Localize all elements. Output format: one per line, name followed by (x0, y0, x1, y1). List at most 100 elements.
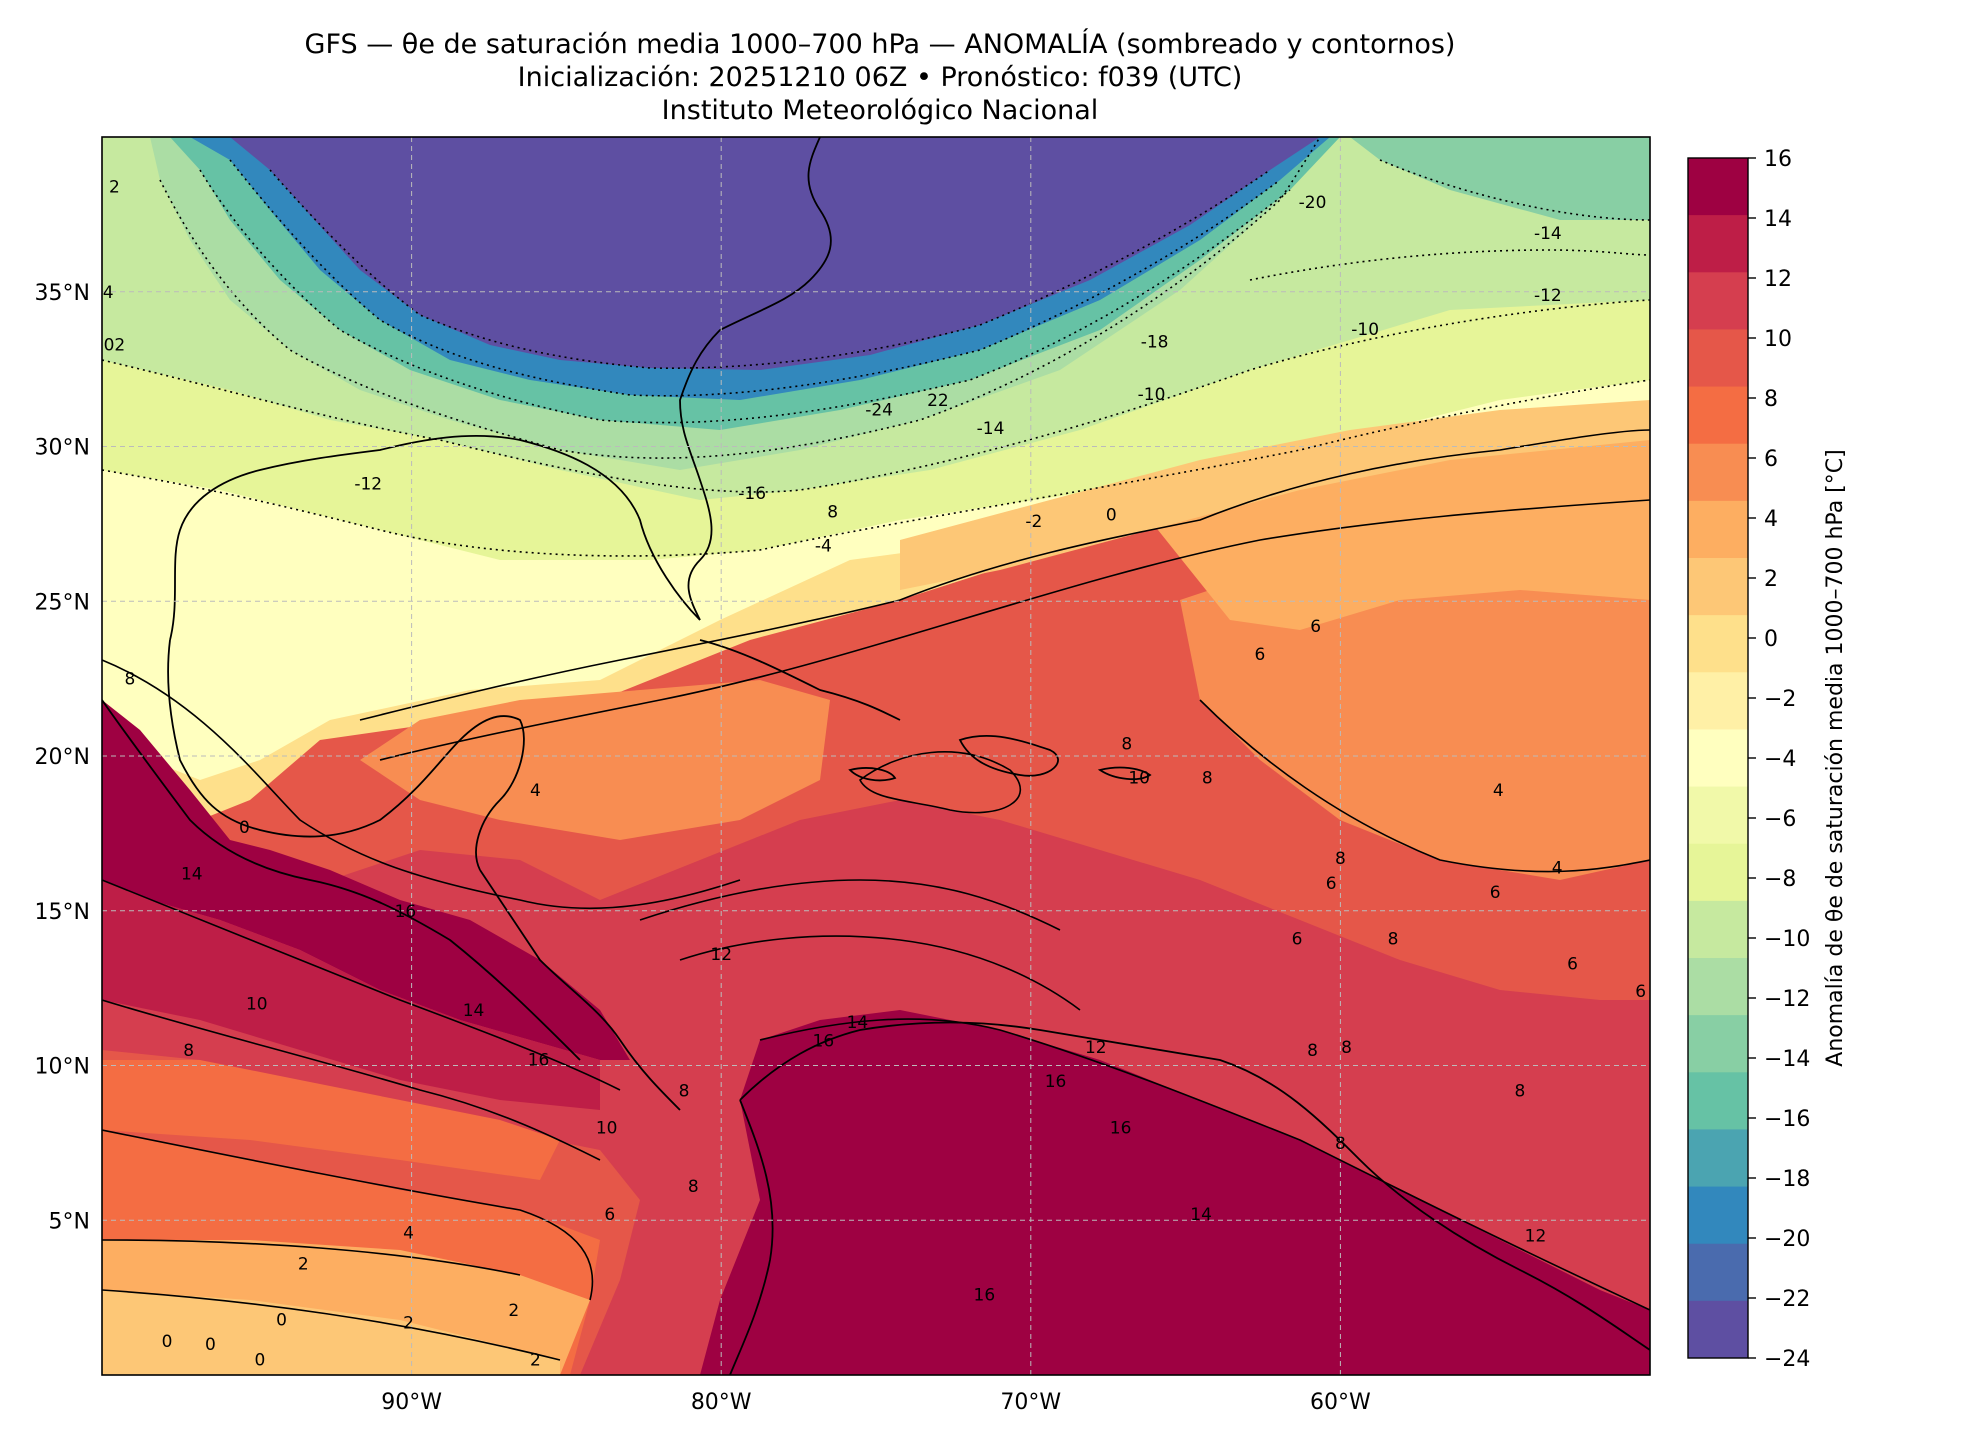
colorbar-tick-label: 6 (1764, 447, 1778, 472)
contour-label: -10 (1138, 385, 1166, 405)
contour-label: 4 (1552, 858, 1563, 878)
coastlines (102, 137, 1650, 1375)
contour-label: -20 (1299, 193, 1327, 213)
lon-tick-label: 60°W (1310, 1390, 1371, 1415)
contour-label: 10 (596, 1118, 618, 1138)
puerto-rico-coast (1097, 766, 1152, 781)
map-frame (101, 136, 1651, 1376)
contour-label: 12 (1525, 1227, 1547, 1247)
anomaly-band-16-southamerica (700, 1010, 1650, 1375)
map-title: GFS — θe de saturación media 1000–700 hP… (304, 29, 1456, 60)
us-east-coast (679, 137, 832, 621)
lat-tick-label: 30°N (35, 436, 90, 461)
colorbar-tick-label: −10 (1764, 927, 1810, 952)
lat-tick-label: 25°N (35, 590, 90, 615)
contour-label: 8 (1307, 1041, 1318, 1061)
contour-label: 6 (1635, 982, 1646, 1002)
contour-label: 0 (162, 1332, 173, 1352)
anomaly-band-2-atlantic (1150, 420, 1650, 630)
colorbar-segment (1688, 958, 1748, 1016)
contour-label: 4 (530, 781, 541, 801)
colorbar-segment (1688, 158, 1748, 216)
contour-label: 6 (1310, 617, 1321, 637)
lat-tick-label: 5°N (49, 1209, 90, 1234)
positive-contours (102, 429, 1650, 1361)
colorbar-segment (1688, 443, 1748, 502)
contour-labels: -20-14-12-10-18-10-24 22-14-12 -168-4-2 066… (103, 178, 1646, 1371)
lat-tick-label: 20°N (35, 745, 90, 770)
colorbar-segment (1688, 1243, 1748, 1302)
map-subtitle-agency: Instituto Meteorológico Nacional (661, 95, 1099, 126)
hispaniola-coast (958, 734, 1059, 777)
contour-label: 0 (1106, 506, 1117, 526)
contour-label: 16 (395, 902, 417, 922)
contour-label: 16 (813, 1032, 835, 1052)
colorbar-segment (1688, 1072, 1748, 1130)
colorbar-tick-label: −24 (1764, 1347, 1810, 1372)
contour-label: 8 (124, 670, 135, 690)
contour-label: -16 (738, 484, 766, 504)
contour-label: 8 (1202, 769, 1213, 789)
colorbar-tick-label: −6 (1764, 807, 1796, 832)
colorbar-tick-label: −20 (1764, 1227, 1810, 1252)
cuba-coast (699, 639, 901, 721)
lon-tick-label: 70°W (1000, 1390, 1061, 1415)
anomaly-band-minus12 (102, 137, 1650, 220)
contour-label: -12 (354, 475, 382, 495)
colorbar-segment (1688, 500, 1748, 559)
colorbar-tick-label: 2 (1764, 567, 1778, 592)
colorbar-segment (1688, 1186, 1748, 1245)
colorbar-segment (1688, 1300, 1748, 1359)
contour-label: 14 (847, 1013, 869, 1033)
contour-label: 0 (239, 818, 250, 838)
colorbar-segment (1688, 329, 1748, 388)
contour-label: 14 (181, 865, 203, 885)
negative-contours (102, 137, 1650, 557)
colorbar-tick-label: 16 (1764, 147, 1792, 172)
colorbar-tick-label: −18 (1764, 1167, 1810, 1192)
map-area: -20-14-12-10-18-10-24 22-14-12 -168-4-2 066… (102, 137, 1650, 1375)
south-america-coast (739, 1021, 1650, 1351)
contour-label: 16 (1110, 1118, 1132, 1138)
contour-label: 2 (508, 1301, 519, 1321)
contour-label: 2 (403, 1313, 414, 1333)
south-america-pacific-coast (729, 1099, 774, 1375)
contour-label: 4 (103, 283, 114, 303)
contour-label: 10 (1128, 769, 1150, 789)
contour-label: 8 (1335, 849, 1346, 869)
pacific-coast (102, 699, 581, 1061)
contour-label: 8 (1341, 1038, 1352, 1058)
contour-label: 16 (528, 1050, 550, 1070)
contour-label: 8 (1388, 930, 1399, 950)
anomaly-band-6-west (360, 680, 830, 840)
contour-label: 2 (298, 1255, 309, 1275)
lat-tick-label: 15°N (35, 900, 90, 925)
colorbar-tick-label: 14 (1764, 207, 1792, 232)
colorbar-segment (1688, 615, 1748, 673)
contour-label: 8 (183, 1041, 194, 1061)
lat-tick-label: 35°N (35, 281, 90, 306)
contour-label: -12 (1534, 286, 1562, 306)
colorbar-segment (1688, 386, 1748, 445)
colorbar-segment (1688, 843, 1748, 902)
colorbar-tick-label: 0 (1764, 627, 1778, 652)
contour-label: -14 (1534, 224, 1562, 244)
contour-label: 6 (1326, 874, 1337, 894)
contour-label: 4 (403, 1224, 414, 1244)
colorbar-segment (1688, 1015, 1748, 1073)
anomaly-band-8-pacific (102, 1060, 560, 1180)
contour-label: 14 (1190, 1205, 1212, 1225)
title-block: GFS — θe de saturación media 1000–700 hP… (100, 28, 1660, 127)
contour-label: -4 (815, 537, 832, 557)
gulf-coast (169, 435, 701, 641)
contour-label: 6 (604, 1205, 615, 1225)
colorbar-segment (1688, 558, 1748, 616)
contour-label: 22 (927, 391, 949, 411)
longitude-axis: 90°W 80°W 70°W 60°W (381, 1390, 1371, 1415)
contour-label: 6 (1254, 645, 1265, 665)
contour-label: 8 (827, 502, 838, 522)
contour-label: 0 (276, 1310, 287, 1330)
colorbar-segment (1688, 729, 1748, 788)
colorbar-tick-label: 12 (1764, 267, 1792, 292)
colorbar-segment (1688, 786, 1748, 845)
